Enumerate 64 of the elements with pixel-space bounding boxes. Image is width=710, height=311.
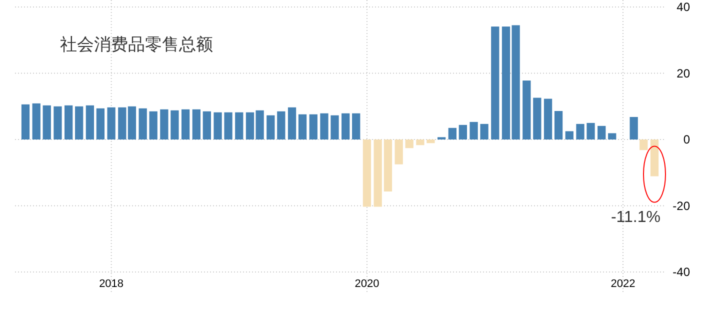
bar xyxy=(374,140,382,207)
bar xyxy=(544,98,552,140)
bar xyxy=(21,104,30,140)
bar xyxy=(288,107,296,140)
bar xyxy=(64,105,73,140)
bar xyxy=(426,140,435,144)
bar xyxy=(96,108,105,140)
bar xyxy=(128,106,136,140)
bar xyxy=(491,26,500,140)
bar xyxy=(181,109,190,140)
bar xyxy=(640,140,648,150)
bar xyxy=(565,131,574,140)
bar xyxy=(170,110,179,140)
bar xyxy=(384,140,392,192)
bar xyxy=(118,107,126,140)
bar xyxy=(362,140,372,207)
text: 社会消费品零售总额 xyxy=(60,35,213,54)
bar xyxy=(330,115,339,140)
bar xyxy=(32,103,40,140)
bar xyxy=(54,106,62,140)
bar xyxy=(86,105,94,140)
bar xyxy=(266,115,275,140)
bar xyxy=(480,124,488,140)
bar xyxy=(522,80,531,140)
bar xyxy=(192,109,200,140)
bar xyxy=(533,98,542,140)
y-tick-label: -20 xyxy=(672,198,690,213)
x-tick-label: 2018 xyxy=(99,278,124,290)
bar xyxy=(554,111,563,140)
y-tick-label: 0 xyxy=(683,132,690,146)
bar xyxy=(458,124,467,140)
bar xyxy=(298,114,307,140)
bar xyxy=(342,113,350,140)
bar xyxy=(202,111,211,140)
bar xyxy=(107,107,116,140)
bar xyxy=(470,122,478,140)
bar xyxy=(214,112,222,140)
bar xyxy=(405,140,414,148)
bar xyxy=(277,111,286,140)
bar xyxy=(42,105,51,140)
x-tick-label: 2020 xyxy=(354,278,380,290)
bar xyxy=(598,126,606,140)
bar xyxy=(160,109,168,140)
x-tick-label: 2022 xyxy=(610,278,636,290)
bar xyxy=(75,106,84,140)
bar xyxy=(608,133,616,140)
y-tick-label: 20 xyxy=(676,66,690,80)
y-tick-label: -40 xyxy=(672,265,690,279)
bar xyxy=(448,128,456,140)
bar xyxy=(576,124,584,140)
bar xyxy=(630,116,638,140)
bar xyxy=(352,113,360,140)
bar xyxy=(586,122,595,140)
bar xyxy=(416,140,424,146)
bar xyxy=(138,108,147,140)
bar xyxy=(320,113,328,140)
bar xyxy=(394,140,403,164)
bar xyxy=(309,114,318,140)
bar xyxy=(224,112,232,140)
y-tick-label: 40 xyxy=(676,0,690,14)
annotation: -11.1% xyxy=(610,208,660,226)
bar xyxy=(235,112,244,140)
bar xyxy=(650,140,659,176)
bar xyxy=(149,111,158,140)
